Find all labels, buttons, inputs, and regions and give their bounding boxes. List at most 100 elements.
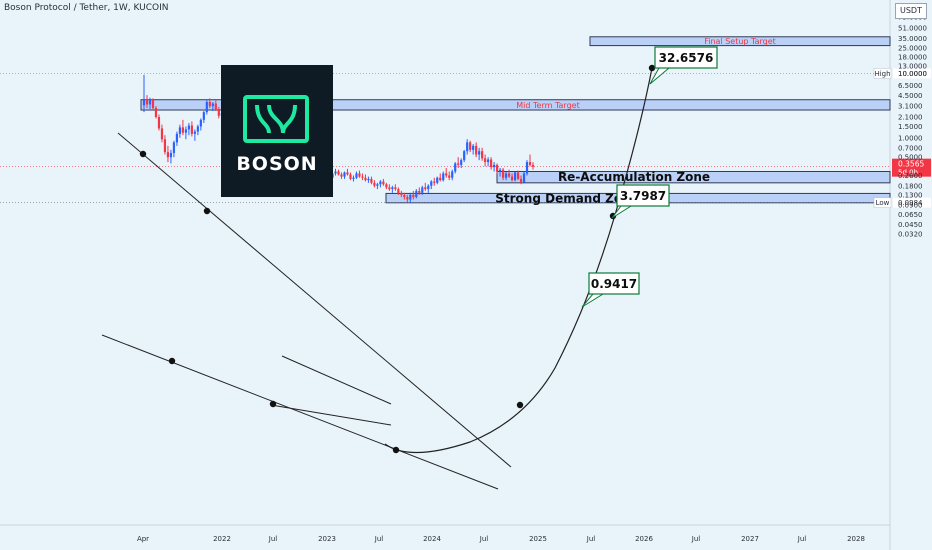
candle-body	[415, 190, 418, 198]
price-tick-label: 51.0000	[898, 24, 927, 32]
candle-body	[382, 181, 385, 185]
zone-label-mid: Mid Term Target	[516, 101, 579, 110]
candle-body	[340, 174, 343, 177]
candle-body	[418, 190, 421, 193]
candle-body	[433, 181, 436, 183]
pivot-dot	[203, 207, 211, 215]
candle-body	[187, 125, 190, 130]
candle-body	[388, 187, 391, 190]
logo-wordmark: BOSON	[236, 153, 318, 175]
pivot-dot	[648, 64, 656, 72]
marker-tag-bg	[873, 68, 892, 79]
candle-body	[460, 160, 463, 165]
candle-body	[481, 151, 484, 159]
candle-body	[352, 177, 355, 179]
candle-body	[142, 99, 146, 106]
price-tick-label: 1.0000	[898, 134, 923, 142]
price-tick-label: 0.0650	[898, 211, 923, 219]
candle-body	[531, 164, 535, 167]
currency-label[interactable]: USDT	[895, 3, 927, 19]
trendlines-layer	[101, 64, 656, 490]
candle-body	[424, 187, 427, 190]
candle-body	[346, 172, 349, 175]
parabolic-curve	[384, 67, 653, 454]
candle-body	[361, 176, 364, 178]
time-tick-label: 2027	[741, 535, 759, 543]
boson-mark-icon	[243, 95, 309, 143]
candle-body	[454, 163, 457, 172]
price-tick-label: 6.5000	[898, 82, 923, 90]
callout-box	[654, 46, 718, 69]
pivot-dot	[392, 446, 400, 454]
candle-body	[370, 178, 373, 183]
candle-body	[406, 197, 409, 200]
time-tick-label: 2028	[847, 535, 865, 543]
marker-tag-bg	[873, 197, 892, 208]
price-tick-label: 0.1300	[898, 191, 923, 199]
candle-body	[394, 187, 397, 190]
descending-support-line	[101, 334, 499, 490]
candle-body	[364, 177, 367, 181]
price-tick-label: 0.5000	[898, 154, 923, 162]
price-tick-label: 0.0320	[898, 231, 923, 239]
boson-logo: BOSON	[221, 65, 333, 197]
price-tick-label: 2.1000	[898, 114, 923, 122]
wedge-upper-line	[281, 355, 392, 405]
price-tick-label: 0.7000	[898, 144, 923, 152]
candle-body	[151, 99, 155, 109]
target-callout-final: 32.6576	[659, 51, 714, 65]
time-tick-label: 2023	[318, 535, 336, 543]
zone-label-demand: Strong Demand Zone	[495, 192, 639, 206]
zone-box	[589, 36, 891, 47]
time-tick-label: Jul	[374, 535, 384, 543]
candle-body	[513, 172, 517, 181]
candle-body	[427, 185, 430, 190]
candle-body	[202, 112, 205, 120]
candle-body	[469, 142, 472, 150]
candle-body	[510, 176, 514, 181]
candle-body	[472, 145, 475, 150]
candle-body	[409, 194, 412, 200]
candle-body	[181, 127, 184, 133]
candle-body	[160, 128, 164, 140]
time-tick-label: Jul	[479, 535, 489, 543]
time-axis[interactable]: Apr 2022 Jul 2023 Jul 2024 Jul 2025 Jul 2026 Jul 20…	[137, 535, 865, 543]
candle-body	[442, 173, 445, 181]
pivot-dot	[269, 400, 277, 408]
price-tick-label: 0.1800	[898, 182, 923, 190]
time-tick-label: 2026	[635, 535, 653, 543]
time-tick-label: Jul	[268, 535, 278, 543]
candle-body	[412, 194, 415, 198]
candle-body	[358, 173, 361, 177]
candle-body	[178, 127, 182, 134]
price-tick-label: 10.0000	[898, 70, 927, 78]
high-value: 10.0000	[898, 70, 927, 78]
candle-body	[145, 99, 149, 105]
symbol-title: Boson Protocol / Tether, 1W, KUCOIN	[4, 3, 169, 13]
candle-body	[163, 139, 167, 153]
candle-body	[154, 108, 158, 118]
price-tick-label: 0.2600	[898, 172, 923, 180]
pivot-dot	[516, 401, 524, 409]
price-tick-label: 35.0000	[898, 35, 927, 43]
candle-body	[148, 99, 152, 105]
candle-body	[421, 187, 424, 193]
candle-body	[190, 125, 193, 134]
candle-body	[214, 103, 217, 110]
candle-body	[493, 164, 496, 168]
current-price-value: 0.3565	[898, 160, 924, 169]
candle-body	[495, 164, 499, 172]
candle-body	[439, 177, 442, 181]
candle-body	[519, 178, 523, 183]
pivot-dot	[168, 357, 176, 365]
candle-body	[457, 163, 460, 165]
candle-body	[436, 177, 439, 183]
candle-body	[373, 182, 376, 186]
price-tick-label: 3.1000	[898, 103, 923, 111]
candle-body	[343, 172, 346, 177]
time-tick-label: 2024	[423, 535, 441, 543]
